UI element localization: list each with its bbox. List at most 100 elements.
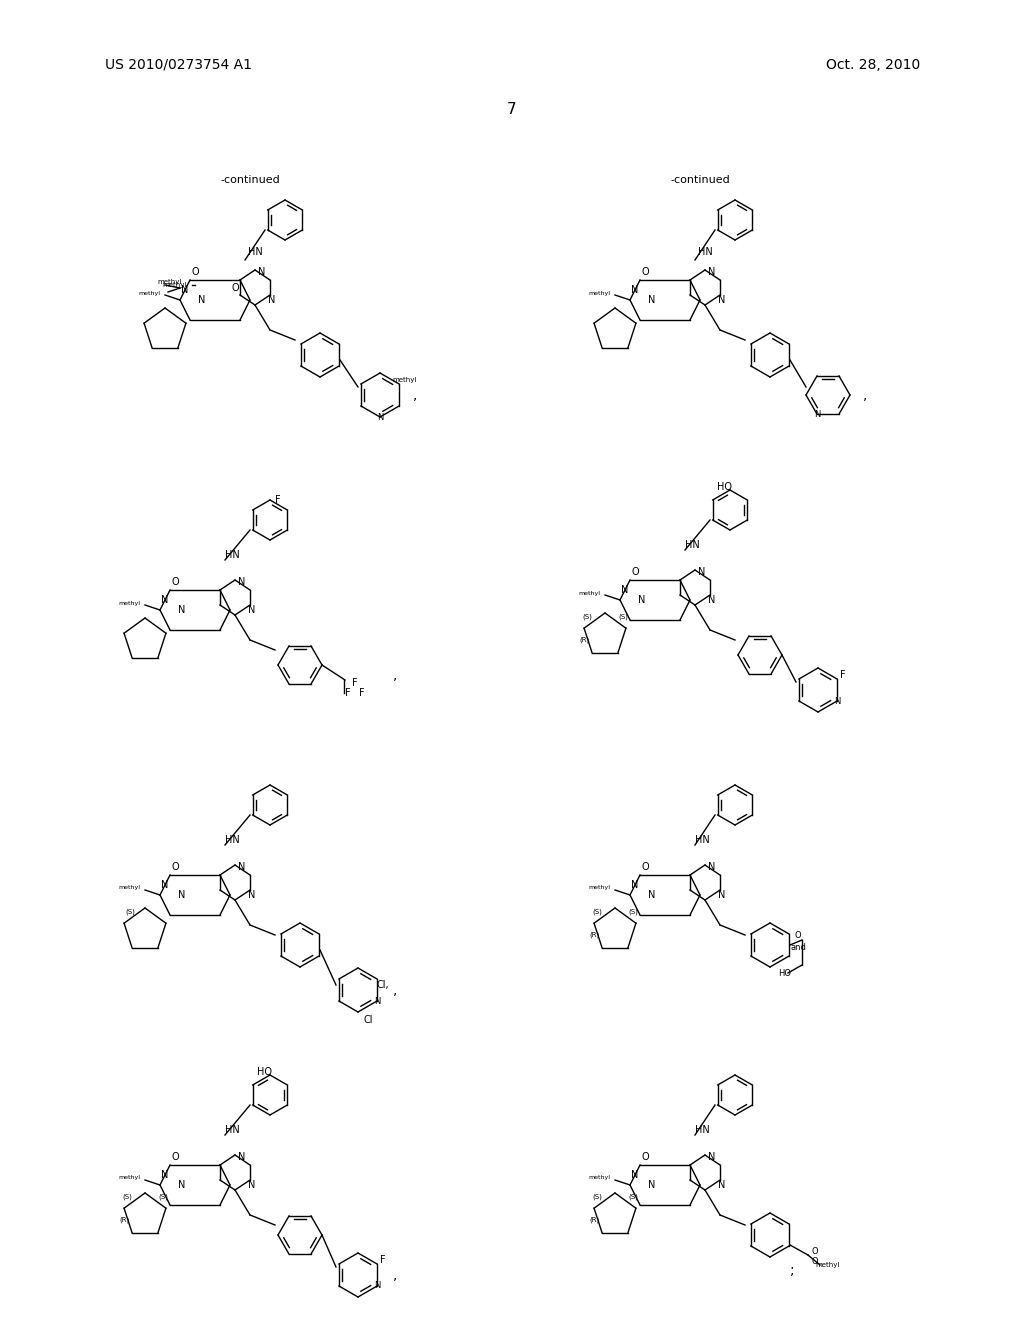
Text: (S): (S)	[618, 614, 628, 620]
Text: methyl: methyl	[158, 279, 182, 285]
Text: (S): (S)	[628, 908, 638, 915]
Text: (R): (R)	[580, 636, 590, 643]
Text: (R): (R)	[120, 1217, 130, 1224]
Text: 7: 7	[507, 103, 517, 117]
Text: (S): (S)	[628, 1193, 638, 1200]
Text: O: O	[812, 1258, 818, 1266]
Text: Cl,: Cl,	[377, 979, 389, 990]
Text: O: O	[812, 1247, 818, 1257]
Text: O: O	[171, 1152, 179, 1162]
Text: F: F	[352, 678, 357, 688]
Text: N: N	[718, 294, 726, 305]
Text: O: O	[795, 931, 802, 940]
Text: methyl: methyl	[163, 282, 187, 288]
Text: (S): (S)	[582, 614, 592, 620]
Text: ,: ,	[863, 388, 867, 403]
Text: N: N	[248, 1180, 256, 1191]
Text: HN: HN	[224, 1125, 240, 1135]
Text: N: N	[814, 409, 820, 418]
Text: ,: ,	[413, 388, 417, 403]
Text: N: N	[622, 585, 629, 595]
Text: Oct. 28, 2010: Oct. 28, 2010	[825, 58, 920, 73]
Text: methyl: methyl	[118, 886, 140, 891]
Text: N: N	[374, 997, 380, 1006]
Text: F: F	[345, 688, 351, 698]
Text: O: O	[231, 282, 239, 293]
Text: F: F	[380, 1255, 386, 1265]
Text: ,: ,	[393, 983, 397, 997]
Text: -continued: -continued	[670, 176, 730, 185]
Text: N: N	[632, 285, 639, 294]
Text: (S): (S)	[122, 1193, 132, 1200]
Text: N: N	[709, 1152, 716, 1162]
Text: F: F	[275, 495, 281, 506]
Text: N: N	[648, 294, 655, 305]
Text: N: N	[181, 285, 188, 294]
Text: HO: HO	[257, 1067, 272, 1077]
Text: N: N	[834, 697, 841, 705]
Text: methyl: methyl	[138, 290, 160, 296]
Text: HN: HN	[694, 1125, 710, 1135]
Text: N: N	[258, 267, 265, 277]
Text: methyl: methyl	[588, 290, 610, 296]
Text: N: N	[638, 595, 646, 605]
Text: methyl: methyl	[588, 886, 610, 891]
Text: N: N	[709, 267, 716, 277]
Text: N: N	[178, 605, 185, 615]
Text: N: N	[632, 1170, 639, 1180]
Text: HN: HN	[224, 550, 240, 560]
Text: and: and	[791, 944, 806, 953]
Text: N: N	[632, 880, 639, 890]
Text: N: N	[709, 862, 716, 873]
Text: methyl: methyl	[588, 1176, 610, 1180]
Text: O: O	[641, 862, 649, 873]
Text: (S): (S)	[592, 1193, 602, 1200]
Text: methyl: methyl	[393, 378, 417, 383]
Text: O: O	[641, 267, 649, 277]
Text: N: N	[248, 605, 256, 615]
Text: N: N	[239, 862, 246, 873]
Text: N: N	[268, 294, 275, 305]
Text: N: N	[377, 412, 383, 421]
Text: N: N	[648, 890, 655, 900]
Text: F: F	[840, 671, 846, 680]
Text: N: N	[709, 595, 716, 605]
Text: -continued: -continued	[220, 176, 280, 185]
Text: N: N	[698, 568, 706, 577]
Text: HN: HN	[224, 836, 240, 845]
Text: F: F	[359, 688, 365, 698]
Text: O: O	[631, 568, 639, 577]
Text: N: N	[648, 1180, 655, 1191]
Text: O: O	[171, 862, 179, 873]
Text: N: N	[248, 890, 256, 900]
Text: N: N	[718, 890, 726, 900]
Text: (R): (R)	[590, 932, 600, 939]
Text: methyl: methyl	[118, 601, 140, 606]
Text: O: O	[641, 1152, 649, 1162]
Text: O: O	[191, 267, 199, 277]
Text: N: N	[162, 880, 169, 890]
Text: O: O	[171, 577, 179, 587]
Text: HN: HN	[694, 836, 710, 845]
Text: N: N	[178, 890, 185, 900]
Text: Cl: Cl	[364, 1015, 373, 1026]
Text: N: N	[239, 1152, 246, 1162]
Text: HO: HO	[718, 482, 732, 492]
Text: ,: ,	[393, 668, 397, 682]
Text: methyl: methyl	[578, 590, 600, 595]
Text: US 2010/0273754 A1: US 2010/0273754 A1	[105, 58, 252, 73]
Text: HO: HO	[778, 969, 792, 978]
Text: (S): (S)	[592, 908, 602, 915]
Text: methyl: methyl	[816, 1262, 840, 1269]
Text: N: N	[199, 294, 206, 305]
Text: HN: HN	[685, 540, 699, 550]
Text: N: N	[178, 1180, 185, 1191]
Text: N: N	[239, 577, 246, 587]
Text: (S): (S)	[125, 908, 135, 915]
Text: methyl: methyl	[118, 1176, 140, 1180]
Text: HN: HN	[248, 247, 262, 257]
Text: HN: HN	[697, 247, 713, 257]
Text: ,: ,	[393, 1269, 397, 1282]
Text: (R): (R)	[590, 1217, 600, 1224]
Text: (S): (S)	[158, 1193, 168, 1200]
